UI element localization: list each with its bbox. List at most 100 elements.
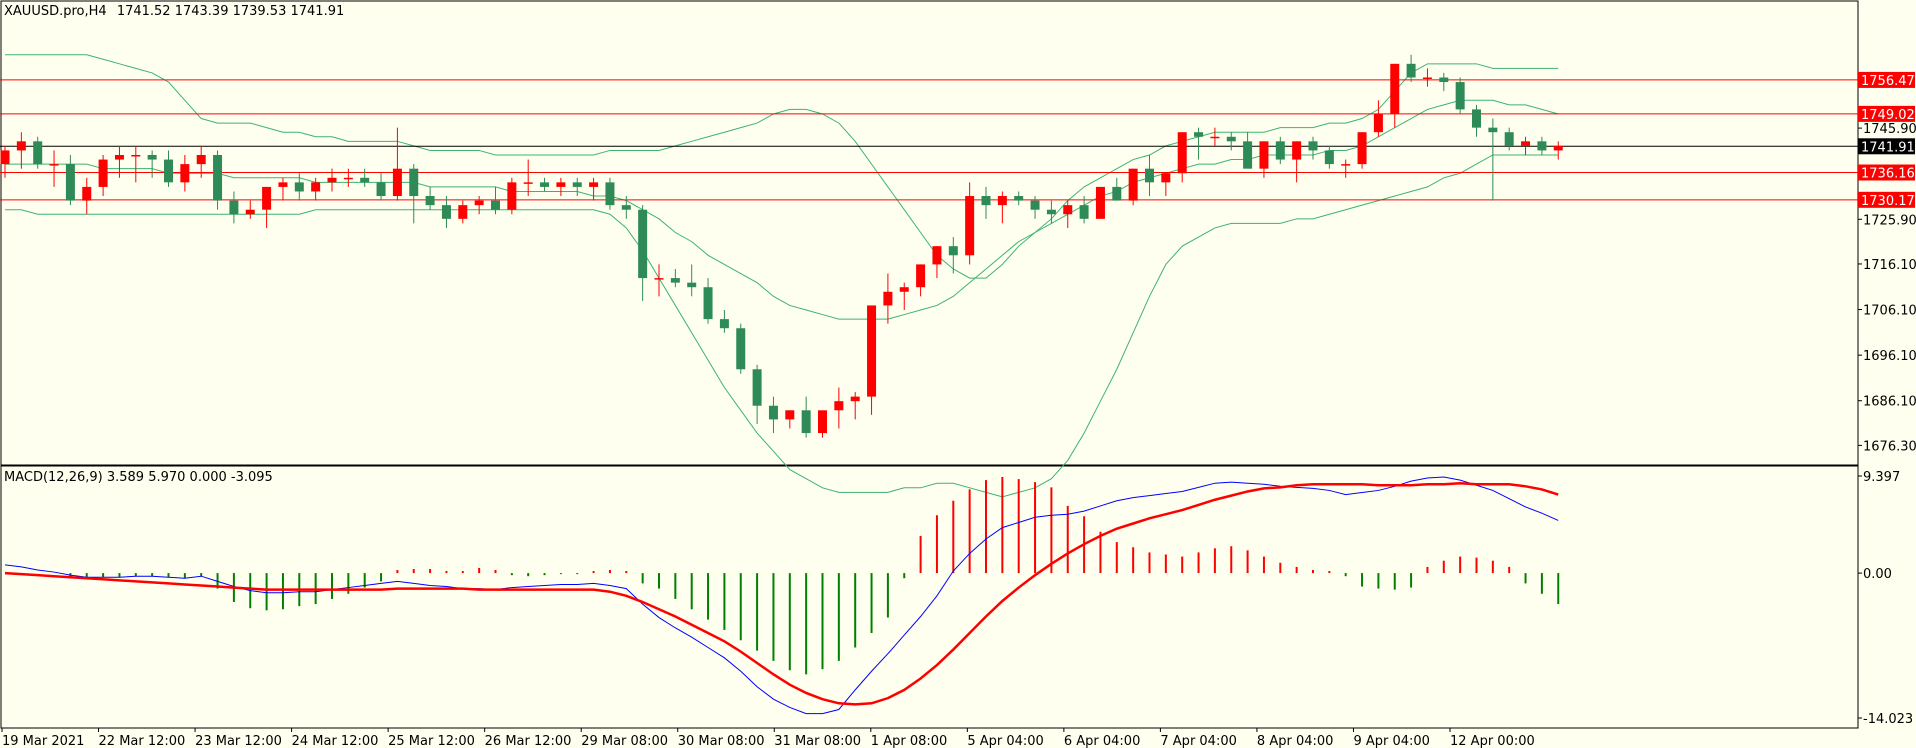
macd-tick-label: -14.023 — [1863, 712, 1913, 727]
candle-body — [1390, 63, 1400, 114]
time-tick-label: 25 Mar 12:00 — [388, 734, 475, 748]
candle-body — [540, 182, 550, 187]
candle-body — [98, 159, 108, 187]
candle-body — [572, 182, 582, 187]
time-tick-label: 31 Mar 08:00 — [774, 734, 861, 748]
macd-label: MACD(12,26,9) 3.589 5.970 0.000 -3.095 — [4, 470, 273, 485]
time-tick-label: 23 Mar 12:00 — [195, 734, 282, 748]
candle-body — [1079, 205, 1089, 219]
candle-body — [638, 209, 648, 279]
candle-body — [327, 177, 337, 183]
candle-body — [687, 282, 697, 288]
candle-body — [196, 155, 206, 165]
time-tick-label: 24 Mar 12:00 — [292, 734, 379, 748]
candle-body — [736, 328, 746, 370]
candle-body — [229, 200, 239, 215]
time-tick-label: 22 Mar 12:00 — [99, 734, 186, 748]
candle-body — [360, 177, 370, 183]
candle-body — [392, 168, 402, 197]
signal-line — [4, 481, 1559, 706]
candle-body — [82, 186, 92, 201]
candle-body — [1210, 136, 1220, 139]
level-price-label: 1749.02 — [1861, 108, 1915, 123]
time-tick-label: 8 Apr 04:00 — [1257, 734, 1334, 748]
bollinger-upper-line — [5, 54, 1559, 279]
level-price-tag — [1858, 191, 1915, 208]
level-price-tag — [1858, 138, 1915, 155]
candle-body — [131, 155, 141, 157]
candle-body — [883, 291, 893, 306]
candle-body — [1030, 200, 1040, 210]
candle-body — [1226, 136, 1236, 142]
candle-body — [0, 150, 10, 165]
time-tick-label: 30 Mar 08:00 — [678, 734, 765, 748]
level-price-tag — [1858, 105, 1915, 122]
price-tick-label: 1676.30 — [1863, 439, 1916, 454]
candle-body — [294, 182, 304, 192]
candle-body — [1537, 141, 1547, 151]
candle-body — [1095, 186, 1105, 219]
candle-body — [801, 410, 811, 434]
level-price-label: 1736.16 — [1861, 167, 1915, 182]
candle-body — [147, 155, 157, 160]
candle-body — [1439, 77, 1449, 83]
candle-body — [1161, 173, 1171, 183]
candle-body — [670, 278, 680, 283]
time-tick-label: 29 Mar 08:00 — [581, 734, 668, 748]
time-tick-label: 6 Apr 04:00 — [1064, 734, 1141, 748]
time-tick-label: 9 Apr 04:00 — [1353, 734, 1430, 748]
symbol-header: XAUUSD.pro,H4 1741.52 1743.39 1739.53 17… — [4, 4, 344, 19]
candle-body — [1324, 150, 1334, 165]
candle-body — [621, 205, 631, 210]
macd-tick-label: 9.397 — [1863, 470, 1900, 485]
macd-header: MACD(12,26,9) 3.589 5.970 0.000 -3.095 — [4, 470, 273, 485]
candle-body — [180, 164, 190, 183]
ohlc-values: 1741.52 1743.39 1739.53 1741.91 — [116, 4, 345, 19]
candle-body — [376, 182, 386, 197]
candle-body — [49, 164, 59, 166]
candle-body — [1521, 141, 1531, 146]
candle-body — [1357, 132, 1367, 165]
candle-body — [899, 287, 909, 292]
candle-body — [1292, 141, 1302, 160]
candle-body — [1194, 132, 1204, 137]
candle-body — [278, 182, 288, 187]
candle-body — [768, 405, 778, 420]
candle-body — [654, 278, 664, 280]
candle-body — [1373, 113, 1383, 133]
candle-body — [916, 264, 926, 288]
candle-body — [425, 196, 435, 206]
price-tick-label: 1706.10 — [1863, 304, 1916, 319]
candle-body — [948, 246, 958, 256]
candle-body — [343, 177, 353, 180]
candle-body — [605, 182, 615, 206]
price-tick-label: 1716.10 — [1863, 258, 1916, 273]
candle-body — [1046, 209, 1056, 215]
candle-body — [311, 182, 321, 192]
candle-body — [523, 182, 533, 184]
macd-frame — [0, 465, 1859, 729]
candle-body — [262, 186, 272, 210]
candle-body — [1308, 141, 1318, 151]
candle-body — [213, 155, 223, 201]
candle-body — [1455, 82, 1465, 110]
symbol-info: XAUUSD.pro,H4 — [4, 4, 107, 19]
candle-body — [1422, 77, 1432, 79]
candle-body — [981, 196, 991, 206]
candle-body — [719, 319, 729, 329]
candle-body — [1275, 141, 1285, 160]
time-tick-label: 7 Apr 04:00 — [1160, 734, 1237, 748]
macd-tick-label: 0.00 — [1863, 567, 1892, 582]
candle-body — [703, 287, 713, 320]
candle-body — [1406, 63, 1416, 78]
candle-body — [850, 396, 860, 402]
price-frame — [0, 0, 1859, 466]
time-tick-label: 5 Apr 04:00 — [967, 734, 1043, 748]
time-tick-label: 12 Apr 00:00 — [1450, 734, 1535, 748]
candle-body — [1112, 186, 1122, 201]
candle-body — [1341, 164, 1351, 166]
candle-body — [1128, 168, 1138, 201]
candle-body — [1063, 205, 1073, 215]
candle-body — [164, 159, 173, 183]
